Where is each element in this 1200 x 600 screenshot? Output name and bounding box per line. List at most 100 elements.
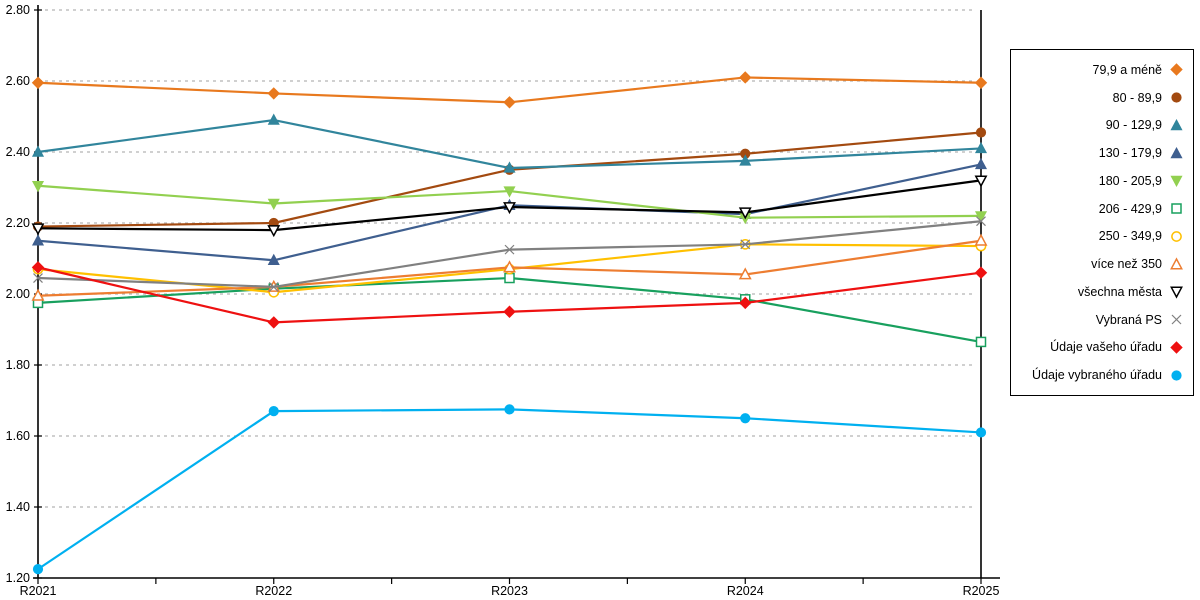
series-79-9-a-m-n- <box>31 71 988 109</box>
triangle-down-marker-icon <box>974 211 988 223</box>
diamond-marker-icon <box>739 71 752 84</box>
x-tick-labels: R2021 R2022 R2023 R2024 R2025 <box>20 578 1000 598</box>
series-v-echna-m-sta <box>31 175 988 238</box>
legend-item: 80 - 89,9 <box>1011 85 1193 111</box>
diamond-marker-icon <box>1170 341 1183 354</box>
legend-item: 250 - 349,9 <box>1011 223 1193 249</box>
legend-label: všechna města <box>1077 284 1162 299</box>
legend-label: více než 350 <box>1091 257 1162 272</box>
legend-item: 206 - 429,9 <box>1011 196 1193 222</box>
y-axis-label: 2.20 <box>6 216 30 230</box>
diamond-marker-icon <box>974 76 988 89</box>
legend-diamond-icon <box>1170 63 1183 77</box>
legend-item: více než 350 <box>1011 251 1193 277</box>
legend-item: všechna města <box>1011 279 1193 305</box>
triangle-down-marker-icon <box>31 223 45 236</box>
circle-marker-icon <box>1171 92 1182 103</box>
legend-square-icon <box>1171 203 1182 214</box>
triangle-up-marker-icon <box>31 145 45 157</box>
x-marker-icon <box>740 239 751 250</box>
series-180-205-9 <box>31 181 988 225</box>
y-axis-label: 1.60 <box>6 429 30 443</box>
x-marker-icon <box>976 216 986 227</box>
triangle-up-marker-icon <box>267 253 280 265</box>
circle-marker-icon <box>32 564 44 575</box>
square-marker-icon <box>1171 203 1182 214</box>
circle-marker-icon <box>268 406 279 417</box>
x-marker-icon <box>33 273 43 283</box>
legend-circle-icon <box>1171 92 1182 103</box>
diamond-marker-icon <box>31 261 45 274</box>
legend-label: Údaje vybraného úřadu <box>1032 368 1162 383</box>
triangle-up-marker-icon <box>739 154 752 166</box>
x-axis-label: R2021 <box>20 584 57 598</box>
series-line <box>37 408 982 571</box>
series--daje-vybran-ho-adu <box>32 404 987 575</box>
legend-item: Údaje vybraného úřadu <box>1011 362 1193 388</box>
triangle-up-marker-icon <box>267 113 280 125</box>
legend-item: 90 - 129,9 <box>1011 112 1193 138</box>
legend-triangle-up-icon <box>1170 257 1183 270</box>
triangle-up-marker-icon <box>503 161 516 173</box>
diamond-marker-icon <box>974 266 988 279</box>
diamond-marker-icon <box>267 87 280 100</box>
square-marker-icon <box>504 272 515 284</box>
legend-triangle-down-icon <box>1170 286 1183 299</box>
legend-label: 130 - 179,9 <box>1098 146 1162 161</box>
series-line <box>37 118 982 170</box>
x-axis-label: R2022 <box>255 584 292 598</box>
x-axis-label: R2025 <box>963 584 1000 598</box>
legend-triangle-up-icon <box>1170 146 1183 158</box>
x-marker-icon <box>1171 314 1182 325</box>
series--daje-va-eho-adu <box>31 261 988 329</box>
triangle-up-marker-icon <box>738 267 752 280</box>
circle-marker-icon <box>1171 231 1182 242</box>
y-axis-label: 2.80 <box>6 3 30 17</box>
triangle-up-marker-icon <box>1170 118 1183 131</box>
y-axis-label: 1.80 <box>6 358 30 372</box>
diamond-marker-icon <box>1170 63 1183 77</box>
legend-label: 90 - 129,9 <box>1105 118 1162 133</box>
legend-label: 79,9 a méně <box>1092 62 1163 77</box>
triangle-down-marker-icon <box>267 198 280 211</box>
circle-marker-icon <box>504 404 515 415</box>
triangle-up-marker-icon <box>1170 146 1183 158</box>
legend-item: 180 - 205,9 <box>1011 168 1193 194</box>
legend-item: 130 - 179,9 <box>1011 140 1193 166</box>
triangle-down-marker-icon <box>1170 176 1183 188</box>
x-marker-icon <box>268 281 279 292</box>
triangle-up-marker-icon <box>503 260 516 273</box>
circle-marker-icon <box>1171 370 1182 381</box>
chart-legend: 79,9 a méně 80 - 89,9 90 - 129,9 130 - 179,… <box>1010 49 1194 396</box>
legend-triangle-down-icon <box>1170 176 1183 188</box>
triangle-up-marker-icon <box>974 233 988 246</box>
legend-circle-icon <box>1171 370 1182 381</box>
triangle-down-marker-icon <box>267 225 281 238</box>
legend-circle-icon <box>1171 231 1182 242</box>
triangle-down-marker-icon <box>503 186 516 198</box>
diamond-marker-icon <box>267 316 280 329</box>
diamond-marker-icon <box>31 76 45 89</box>
series-80-89-9 <box>32 127 987 232</box>
legend-item: Vybraná PS <box>1011 307 1193 333</box>
triangle-down-marker-icon <box>503 202 516 215</box>
triangle-down-marker-icon <box>31 181 45 193</box>
diamond-marker-icon <box>503 305 516 318</box>
y-tick-labels: 1.20 1.40 1.60 1.80 2.00 2.20 2.40 2.60 2.80 <box>6 3 42 585</box>
triangle-down-marker-icon <box>974 175 988 188</box>
legend-label: 250 - 349,9 <box>1098 229 1162 244</box>
y-axis-label: 1.20 <box>6 571 30 585</box>
legend-label: 80 - 89,9 <box>1112 90 1162 105</box>
diamond-marker-icon <box>739 296 752 310</box>
legend-label: Vybraná PS <box>1095 312 1162 327</box>
legend-triangle-up-icon <box>1170 118 1183 131</box>
legend-label: Údaje vašeho úřadu <box>1050 340 1162 355</box>
circle-marker-icon <box>975 427 987 438</box>
y-axis-label: 2.60 <box>6 74 30 88</box>
triangle-down-marker-icon <box>738 207 752 220</box>
circle-marker-icon <box>975 127 987 138</box>
legend-diamond-icon <box>1170 341 1183 354</box>
triangle-up-marker-icon <box>974 157 988 170</box>
